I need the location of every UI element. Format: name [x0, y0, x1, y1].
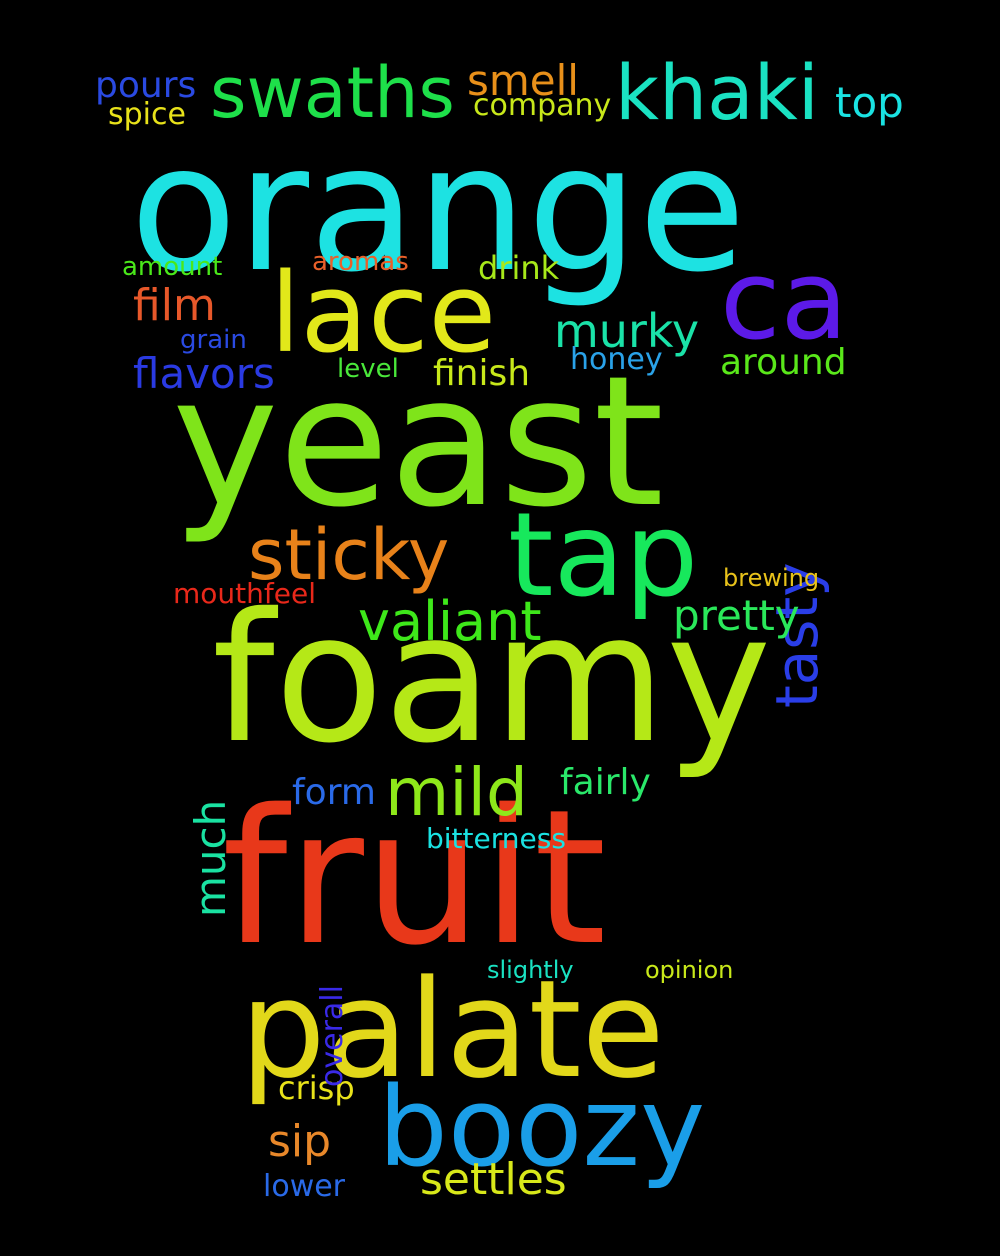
word-spice: spice: [108, 97, 186, 132]
word-tap: tap: [508, 488, 699, 623]
word-swaths: swaths: [210, 52, 455, 134]
word-crisp: crisp: [278, 1069, 355, 1107]
word-pours: pours: [95, 65, 197, 106]
word-opinion: opinion: [645, 956, 734, 984]
word-murky: murky: [554, 304, 700, 358]
word-lace: lace: [270, 249, 497, 377]
word-fairly: fairly: [560, 762, 651, 803]
word-ca: ca: [720, 236, 848, 364]
word-amount: amount: [122, 252, 223, 282]
word-much: much: [186, 799, 235, 917]
word-mild: mild: [385, 754, 528, 831]
word-around: around: [720, 342, 847, 383]
word-overall: overall: [315, 985, 350, 1087]
word-top: top: [835, 78, 904, 127]
word-lower: lower: [263, 1169, 346, 1204]
word-valiant: valiant: [358, 590, 542, 653]
word-form: form: [292, 772, 376, 813]
word-finish: finish: [433, 353, 531, 394]
word-pretty: pretty: [673, 591, 800, 640]
word-settles: settles: [420, 1154, 567, 1205]
word-flavors: flavors: [133, 349, 275, 398]
word-sip: sip: [268, 1116, 332, 1167]
word-company: company: [473, 88, 612, 123]
word-brewing: brewing: [723, 564, 820, 592]
word-honey: honey: [570, 342, 663, 377]
word-bitterness: bitterness: [426, 822, 566, 855]
word-sticky: sticky: [248, 514, 450, 596]
word-foamy: foamy: [212, 575, 772, 782]
word-khaki: khaki: [615, 48, 819, 137]
word-boozy: boozy: [378, 1063, 706, 1191]
word-fruit: fruit: [222, 769, 607, 986]
word-grain: grain: [180, 325, 247, 355]
word-film: film: [133, 280, 216, 331]
word-smell: smell: [467, 56, 579, 105]
word-yeast: yeast: [172, 338, 664, 547]
word-palate: palate: [240, 951, 665, 1108]
word-level: level: [337, 354, 399, 384]
word-aromas: aromas: [312, 247, 409, 277]
word-mouthfeel: mouthfeel: [173, 577, 316, 610]
word-drink: drink: [478, 249, 560, 287]
word-orange: orange: [130, 108, 746, 311]
word-slightly: slightly: [487, 956, 574, 984]
